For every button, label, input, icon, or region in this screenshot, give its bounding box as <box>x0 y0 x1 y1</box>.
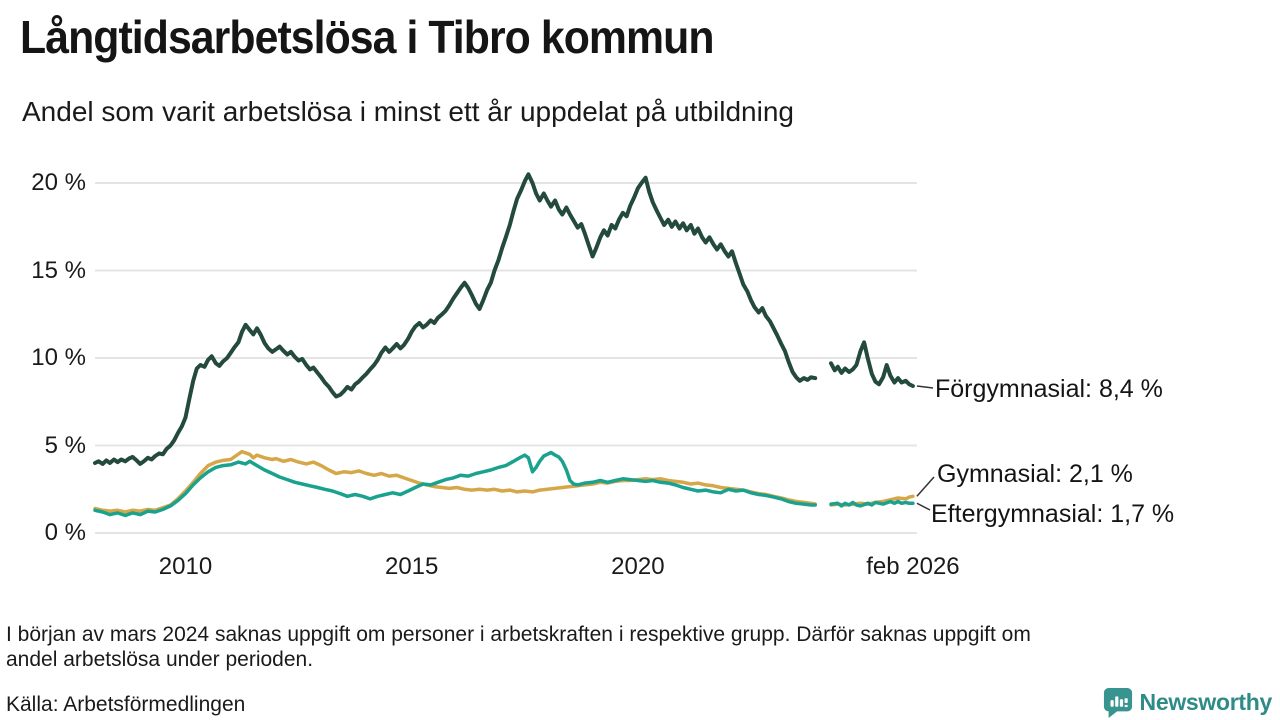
page-subtitle: Andel som varit arbetslösa i minst ett å… <box>22 96 794 127</box>
label-connector <box>916 385 934 389</box>
series-line-eftergymnasial <box>829 499 915 508</box>
newsworthy-logo-text: Newsworthy <box>1139 689 1273 715</box>
page-title: Långtidsarbetslösa i Tibro kommun <box>20 11 714 63</box>
series-line-eftergymnasial <box>93 450 817 518</box>
series-line-förgymnasial <box>93 172 818 466</box>
newsworthy-logo: Newsworthy <box>1103 687 1272 718</box>
y-tick-label: 10 % <box>31 344 86 371</box>
y-tick-label: 5 % <box>44 431 86 459</box>
footnote-line-2: andel arbetslösa under perioden. <box>6 648 314 671</box>
y-tick-label: 0 % <box>44 519 86 546</box>
label-connector <box>916 476 935 497</box>
series-line-förgymnasial <box>829 340 915 388</box>
x-tick-label: feb 2026 <box>866 553 960 580</box>
x-tick-label: 2020 <box>611 553 665 580</box>
x-tick-label: 2015 <box>384 553 439 580</box>
y-tick-label: 20 % <box>31 169 86 196</box>
series-label-eftergymnasial: Eftergymnasial: 1,7 % <box>931 500 1175 528</box>
source-attribution: Källa: Arbetsförmedlingen <box>6 693 246 716</box>
series-line-gymnasial <box>93 449 817 514</box>
bar-chart-speech-bubble-icon <box>1103 687 1132 718</box>
label-connector <box>916 502 931 511</box>
series-label-forgymnasial: Förgymnasial: 8,4 % <box>935 375 1163 403</box>
y-tick-label: 15 % <box>31 256 86 284</box>
footnote-line-1: I början av mars 2024 saknas uppgift om … <box>6 623 1031 646</box>
x-tick-label: 2010 <box>158 553 213 580</box>
series-label-gymnasial: Gymnasial: 2,1 % <box>937 460 1133 488</box>
